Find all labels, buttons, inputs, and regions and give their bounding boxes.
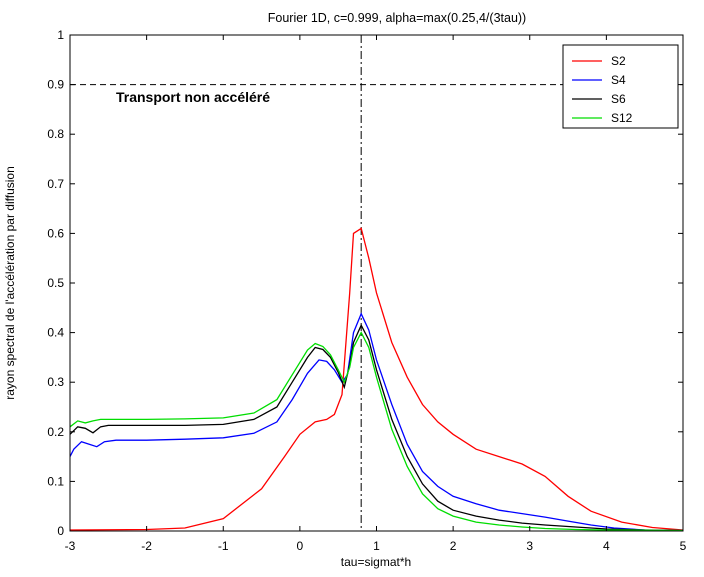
legend-label-s12: S12 [611,111,633,125]
y-tick-label: 0.5 [47,276,64,290]
x-tick-label: 1 [373,539,380,553]
legend-label-s2: S2 [611,54,626,68]
x-tick-label: -2 [141,539,152,553]
legend-label-s6: S6 [611,92,626,106]
chart-title: Fourier 1D, c=0.999, alpha=max(0.25,4/(3… [268,11,526,25]
annotation-transport-non-accelere: Transport non accéléré [116,89,270,105]
legend-box [562,44,679,129]
series-line-s12 [69,331,684,532]
y-axis: 0 0.1 0.2 0.3 0.4 0.5 0.6 0.7 0.8 0.9 1 [47,28,683,538]
y-tick-label: 0.1 [47,474,64,488]
series-layer [69,227,684,532]
x-axis-title: tau=sigmat*h [341,555,411,569]
y-tick-label: 0.4 [47,326,64,340]
y-tick-label: 0.3 [47,375,64,389]
x-tick-label: 3 [526,539,533,553]
x-tick-label: 4 [603,539,610,553]
x-axis: -3 -2 -1 0 1 2 3 4 5 [65,35,687,553]
x-tick-label: 5 [680,539,687,553]
x-tick-label: -3 [65,539,76,553]
y-tick-label: 0.2 [47,425,64,439]
y-tick-label: 1 [57,28,64,42]
legend: S2 S4 S6 S12 [562,44,679,129]
legend-label-s4: S4 [611,73,626,87]
y-axis-title: rayon spectral de l'accélération par dif… [3,166,17,400]
x-tick-label: 0 [297,539,304,553]
x-tick-label: -1 [218,539,229,553]
y-tick-label: 0.7 [47,177,64,191]
series-line-s2 [69,227,684,531]
x-tick-label: 2 [450,539,457,553]
y-tick-label: 0.9 [47,78,64,92]
y-tick-label: 0.8 [47,127,64,141]
y-tick-label: 0.6 [47,226,64,240]
y-tick-label: 0 [57,524,64,538]
